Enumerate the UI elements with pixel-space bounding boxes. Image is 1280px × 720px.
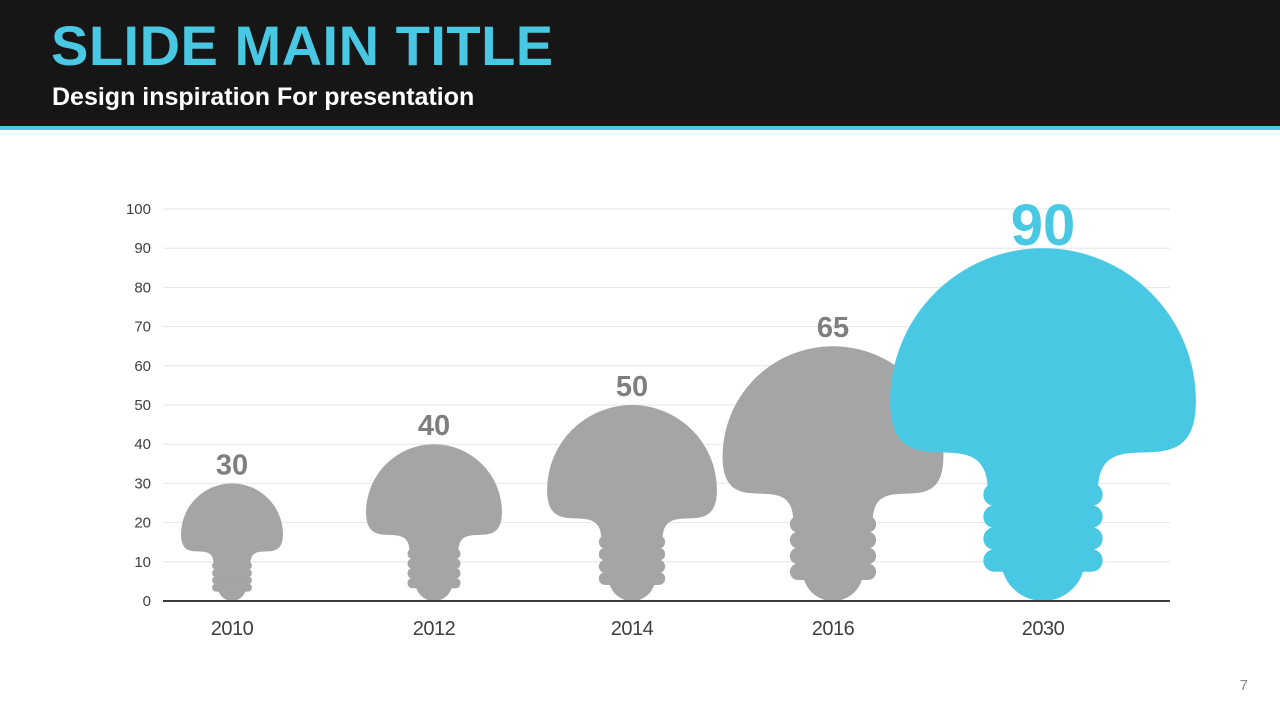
bulb-ridge xyxy=(789,516,877,533)
value-labels: 30 40 50 65 90 xyxy=(216,193,1075,481)
bulb-glass xyxy=(547,404,717,541)
bulb-cap xyxy=(217,586,247,602)
bulb-bar xyxy=(547,404,717,602)
y-tick-label: 0 xyxy=(143,593,151,610)
y-tick-label: 30 xyxy=(134,475,151,492)
bulb-ridge xyxy=(598,535,666,549)
bulb-ridge xyxy=(598,547,666,561)
bulb-bar xyxy=(366,444,502,601)
bulb-ridge xyxy=(598,572,666,585)
bulb-ridge xyxy=(407,558,461,569)
bulb-ridge xyxy=(789,547,877,565)
bulb-glass xyxy=(181,483,283,565)
bulb-ridge xyxy=(212,569,252,577)
bulb-ridge xyxy=(598,560,666,573)
bulb-ridge xyxy=(407,568,461,579)
page-number: 7 xyxy=(1239,677,1248,694)
bulbs xyxy=(181,248,1196,602)
bulb-bar xyxy=(890,248,1196,601)
bulb-ridge xyxy=(407,578,461,589)
slide-title: SLIDE MAIN TITLE xyxy=(51,14,554,77)
bulb-glass xyxy=(722,346,944,522)
bulb-ridge xyxy=(789,531,877,549)
bulb-cap xyxy=(802,570,864,601)
bulb-cap xyxy=(608,577,656,602)
bulb-ridge xyxy=(407,548,461,559)
x-axis-ticks: 2010 2012 2014 2016 2030 xyxy=(211,618,1065,640)
bulb-ridge xyxy=(983,505,1103,528)
y-tick-label: 20 xyxy=(134,515,151,532)
bulb-bar xyxy=(722,346,944,601)
y-tick-label: 40 xyxy=(134,436,151,453)
bulb-ridge xyxy=(212,576,252,585)
x-tick-label: 2016 xyxy=(812,618,855,640)
y-tick-label: 90 xyxy=(134,240,151,257)
y-tick-label: 50 xyxy=(134,397,151,414)
bulb-cap xyxy=(415,582,453,601)
bulb-ridge xyxy=(983,527,1103,550)
x-tick-label: 2012 xyxy=(413,618,456,640)
value-label: 65 xyxy=(817,312,849,344)
y-axis-ticks: 0 10 20 30 40 50 60 70 80 90 100 xyxy=(126,201,151,610)
header-bar xyxy=(0,0,1280,126)
bulb-cap xyxy=(1000,558,1086,601)
value-label: 40 xyxy=(418,410,450,442)
y-tick-label: 80 xyxy=(134,279,151,296)
slide-subtitle: Design inspiration For presentation xyxy=(52,83,475,111)
value-label: 30 xyxy=(216,449,248,481)
bulb-ridge xyxy=(212,583,252,592)
x-tick-label: 2030 xyxy=(1022,618,1065,640)
bulb-ridge xyxy=(789,563,877,580)
y-tick-label: 10 xyxy=(134,554,151,571)
header-accent-line xyxy=(0,126,1280,130)
bulb-glass xyxy=(890,248,1196,492)
y-tick-label: 60 xyxy=(134,358,151,375)
y-tick-label: 70 xyxy=(134,319,151,336)
y-tick-label: 100 xyxy=(126,201,151,218)
bulb-glass xyxy=(366,444,502,553)
x-tick-label: 2014 xyxy=(611,618,654,640)
bulb-ridge xyxy=(983,483,1103,506)
value-label: 50 xyxy=(616,371,648,403)
bulb-ridge xyxy=(983,549,1103,572)
value-label: 90 xyxy=(1011,193,1076,258)
x-tick-label: 2010 xyxy=(211,618,254,640)
bulb-ridge xyxy=(212,561,252,570)
bulb-bar xyxy=(181,483,283,602)
